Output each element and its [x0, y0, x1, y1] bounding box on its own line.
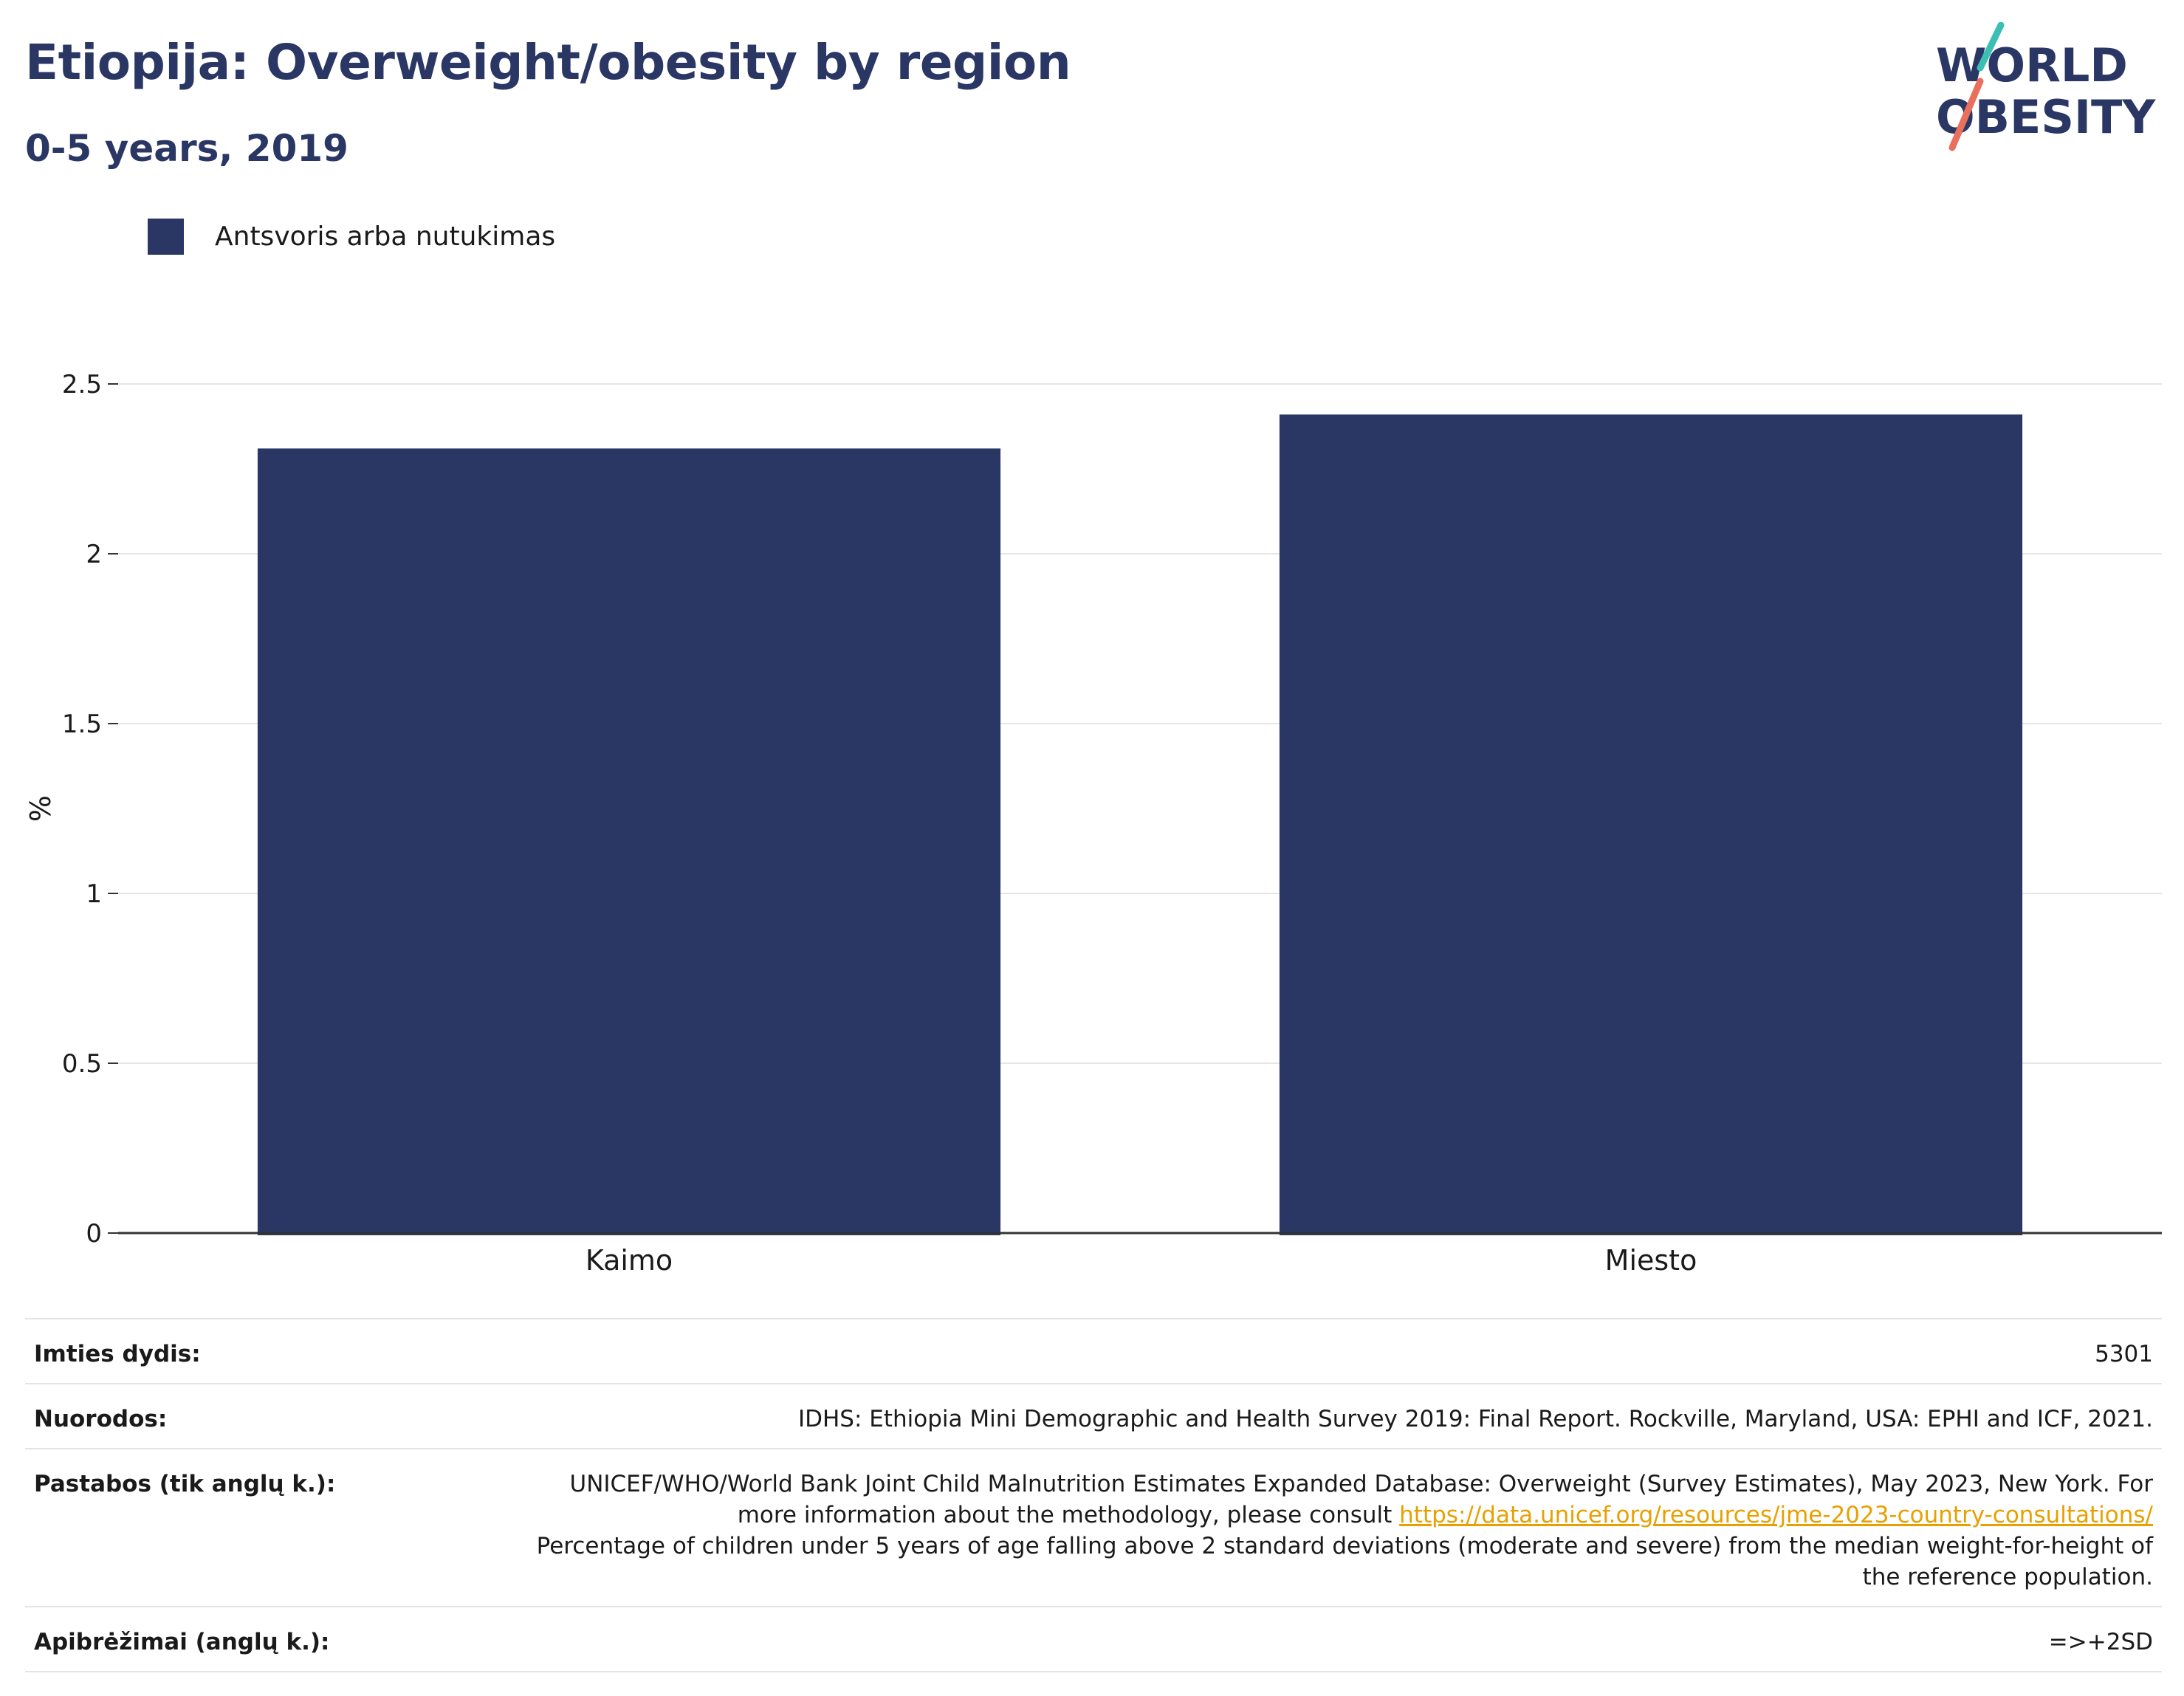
sample-size-label: Imties dydis: [34, 1341, 201, 1367]
legend[interactable]: Antsvoris arba nutukimas [148, 219, 555, 255]
notes-value: UNICEF/WHO/World Bank Joint Child Malnut… [529, 1469, 2153, 1593]
notes-label: Pastabos (tik anglų k.): [34, 1471, 336, 1497]
sample-size-value: 5301 [2095, 1341, 2153, 1367]
y-tick-label: 0.5 [62, 1049, 102, 1079]
axes: 0 0.5 1 1.5 2 2.5 Kaimo Miesto% [24, 370, 2162, 1277]
bar-chart: 0 0.5 1 1.5 2 2.5 Kaimo Miesto% [24, 370, 2162, 1277]
x-tick-label: Kaimo [586, 1244, 673, 1277]
bar-kaimo [257, 448, 1001, 1235]
y-axis-label: % [24, 795, 57, 822]
chart-title: Etiopija: Overweight/obesity by region [25, 34, 1071, 91]
notes-text-1: UNICEF/WHO/World Bank Joint Child Malnut… [569, 1471, 2154, 1528]
world-obesity-logo: WORLD OBESITY [1936, 22, 2156, 151]
y-tick-label: 0 [86, 1219, 102, 1249]
bars [257, 414, 2023, 1235]
notes-link[interactable]: https://data.unicef.org/resources/jme-20… [1399, 1502, 2153, 1528]
logo-slash-coral [1948, 78, 1984, 151]
footer-row-references: Nuorodos: IDHS: Ethiopia Mini Demographi… [25, 1383, 2162, 1448]
logo-line1: WORLD [1936, 38, 2128, 92]
references-label: Nuorodos: [34, 1406, 168, 1432]
definitions-label: Apibrėžimai (anglų k.): [34, 1629, 330, 1655]
y-tick-label: 1.5 [62, 710, 102, 739]
chart-subtitle: 0-5 years, 2019 [25, 127, 348, 170]
y-tick-label: 2 [86, 540, 102, 569]
y-tick-label: 2.5 [62, 370, 102, 399]
footer-row-sample-size: Imties dydis: 5301 [25, 1318, 2162, 1383]
notes-text-2: Percentage of children under 5 years of … [536, 1533, 2153, 1590]
logo-line2: OBESITY [1936, 90, 2156, 144]
references-value: IDHS: Ethiopia Mini Demographic and Heal… [797, 1406, 2153, 1432]
y-tick-label: 1 [86, 879, 102, 909]
definitions-value: =>+2SD [2048, 1629, 2153, 1655]
legend-swatch [148, 219, 184, 255]
x-tick-label: Miesto [1605, 1244, 1697, 1277]
logo-slash-teal [1977, 22, 2005, 72]
footer-row-notes: Pastabos (tik anglų k.): UNICEF/WHO/Worl… [25, 1448, 2162, 1606]
chart-footer: Imties dydis: 5301 Nuorodos: IDHS: Ethio… [25, 1318, 2162, 1672]
footer-row-definitions: Apibrėžimai (anglų k.): =>+2SD [25, 1606, 2162, 1672]
legend-label: Antsvoris arba nutukimas [215, 222, 556, 252]
bar-miesto [1279, 414, 2023, 1235]
